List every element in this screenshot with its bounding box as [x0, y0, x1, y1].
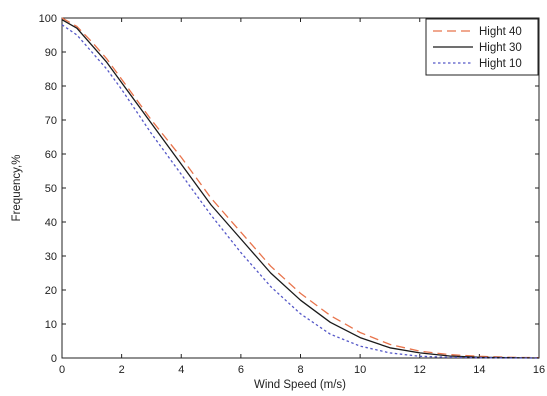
- legend-label: Hight 30: [479, 42, 522, 54]
- y-tick-label: 40: [45, 217, 57, 229]
- series-line-hight-30: [61, 19, 540, 359]
- y-tick-label: 80: [45, 81, 57, 93]
- y-tick-label: 20: [45, 285, 57, 297]
- series-line-hight-10: [61, 24, 539, 359]
- x-tick-label: 10: [354, 364, 366, 376]
- axis-ticks: 0 2 4 6 8 10 12 14 16 0 10 20 30 40 50 60 70 80 90 100: [39, 13, 545, 376]
- y-tick-label: 50: [45, 183, 57, 195]
- x-tick-label: 0: [59, 364, 65, 376]
- series-line-hight-40: [61, 17, 540, 359]
- y-tick-label: 30: [45, 251, 57, 263]
- x-axis-title: Wind Speed (m/s): [254, 379, 346, 391]
- y-axis-title: Frequency,%: [11, 155, 23, 222]
- legend-label: Hight 40: [479, 26, 522, 38]
- y-tick-label: 0: [51, 353, 57, 365]
- y-tick-label: 70: [45, 115, 57, 127]
- y-tick-label: 90: [45, 47, 57, 59]
- y-tick-label: 60: [45, 149, 57, 161]
- x-tick-label: 8: [297, 364, 303, 376]
- x-tick-label: 16: [533, 364, 545, 376]
- legend: Hight 40 Hight 30 Hight 10: [425, 18, 539, 76]
- x-tick-label: 12: [414, 364, 426, 376]
- y-tick-label: 10: [45, 319, 57, 331]
- y-tick-label: 100: [39, 13, 57, 25]
- x-tick-label: 14: [473, 364, 485, 376]
- x-tick-label: 4: [178, 364, 184, 376]
- series-layer: [61, 17, 540, 359]
- x-tick-label: 6: [238, 364, 244, 376]
- legend-label: Hight 10: [479, 58, 522, 70]
- x-tick-label: 2: [119, 364, 125, 376]
